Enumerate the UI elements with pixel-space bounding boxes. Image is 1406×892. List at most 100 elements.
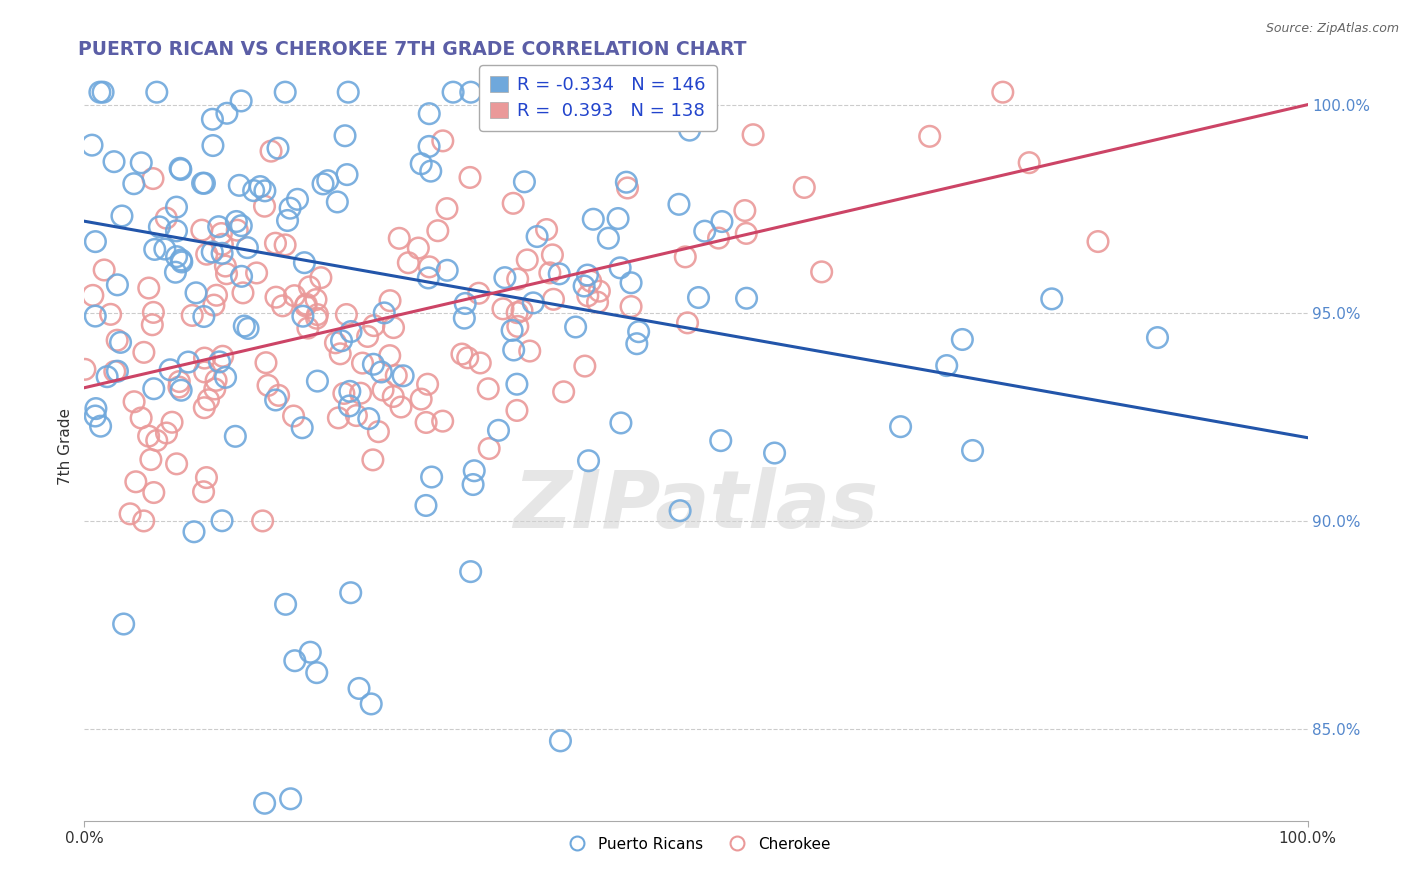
Point: [169, 161, 191, 176]
Point: [153, 242, 176, 256]
Point: [208, 355, 231, 369]
Point: [382, 389, 405, 403]
Point: [195, 247, 218, 261]
Point: [416, 377, 439, 392]
Point: [232, 285, 254, 300]
Point: [264, 290, 287, 304]
Point: [139, 452, 162, 467]
Point: [141, 318, 163, 332]
Point: [107, 364, 129, 378]
Point: [226, 223, 249, 237]
Point: [166, 457, 188, 471]
Point: [344, 409, 367, 423]
Point: [93, 263, 115, 277]
Point: [194, 365, 217, 379]
Point: [468, 286, 491, 301]
Point: [626, 336, 648, 351]
Point: [367, 425, 389, 439]
Point: [935, 359, 957, 373]
Point: [89, 85, 111, 99]
Point: [418, 271, 440, 285]
Point: [326, 194, 349, 209]
Point: [305, 665, 328, 680]
Point: [506, 272, 529, 286]
Point: [103, 154, 125, 169]
Point: [340, 325, 363, 339]
Point: [105, 333, 128, 347]
Point: [432, 414, 454, 428]
Point: [325, 335, 347, 350]
Point: [810, 265, 832, 279]
Point: [73, 362, 96, 376]
Point: [519, 344, 541, 359]
Point: [165, 265, 187, 279]
Point: [337, 85, 360, 99]
Point: [460, 85, 482, 99]
Point: [426, 224, 449, 238]
Point: [170, 383, 193, 397]
Point: [107, 277, 129, 292]
Point: [458, 170, 481, 185]
Point: [253, 184, 276, 198]
Point: [90, 419, 112, 434]
Point: [918, 129, 941, 144]
Point: [506, 403, 529, 417]
Point: [125, 475, 148, 489]
Point: [336, 168, 359, 182]
Point: [328, 410, 350, 425]
Point: [352, 356, 374, 370]
Point: [231, 94, 253, 108]
Point: [245, 266, 267, 280]
Point: [169, 375, 191, 389]
Point: [360, 697, 382, 711]
Point: [576, 268, 599, 282]
Point: [418, 139, 440, 153]
Point: [388, 231, 411, 245]
Point: [274, 85, 297, 99]
Point: [316, 174, 339, 188]
Point: [166, 200, 188, 214]
Point: [267, 388, 290, 402]
Point: [167, 380, 190, 394]
Point: [588, 284, 610, 298]
Point: [502, 343, 524, 357]
Point: [122, 394, 145, 409]
Point: [460, 565, 482, 579]
Point: [193, 401, 215, 415]
Point: [274, 238, 297, 252]
Point: [129, 156, 152, 170]
Point: [735, 291, 758, 305]
Point: [389, 400, 412, 414]
Point: [419, 164, 441, 178]
Point: [100, 307, 122, 321]
Point: [195, 470, 218, 484]
Point: [170, 252, 193, 267]
Point: [231, 269, 253, 284]
Point: [578, 454, 600, 468]
Point: [309, 270, 332, 285]
Point: [763, 446, 786, 460]
Point: [202, 298, 225, 312]
Point: [548, 267, 571, 281]
Text: PUERTO RICAN VS CHEROKEE 7TH GRADE CORRELATION CHART: PUERTO RICAN VS CHEROKEE 7TH GRADE CORRE…: [79, 39, 747, 59]
Point: [454, 296, 477, 310]
Point: [620, 276, 643, 290]
Point: [299, 645, 322, 659]
Point: [688, 291, 710, 305]
Point: [193, 176, 215, 190]
Point: [110, 335, 132, 350]
Point: [506, 319, 529, 334]
Point: [209, 227, 232, 241]
Point: [294, 255, 316, 269]
Point: [576, 289, 599, 303]
Point: [184, 285, 207, 300]
Point: [339, 399, 361, 413]
Point: [436, 202, 458, 216]
Point: [550, 734, 572, 748]
Point: [392, 368, 415, 383]
Point: [201, 138, 224, 153]
Point: [609, 260, 631, 275]
Point: [411, 392, 433, 406]
Point: [620, 300, 643, 314]
Point: [373, 306, 395, 320]
